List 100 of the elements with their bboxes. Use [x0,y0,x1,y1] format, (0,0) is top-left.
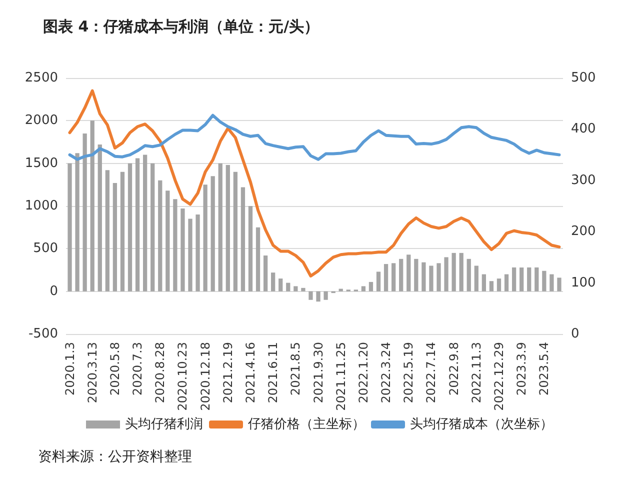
y2-tick-label: 300 [571,172,596,188]
x-tick-label: 2020.8.28 [153,342,168,404]
bar [466,258,471,292]
bar [98,144,102,292]
bar [233,172,238,292]
y-tick-label: 2000 [24,113,58,128]
legend-label: 头均仔猪利润 [125,417,203,432]
line-series [68,114,561,161]
bar [180,208,185,292]
y2-tick-label: 0 [571,326,580,342]
y-tick-label: 500 [33,241,58,256]
y-tick-label: 1500 [24,156,58,171]
y2-tick-label: 200 [571,224,596,240]
x-tick-label: 2021.4.16 [243,342,258,404]
bar [399,258,404,292]
bar [422,262,426,292]
bar [534,267,539,292]
bar [324,291,328,300]
chart-title: 图表 4：仔猪成本与利润（单位：元/头） [43,18,320,36]
x-tick-label: 2020.1.3 [62,342,77,396]
bar [550,274,554,292]
bar [557,278,562,292]
x-tick-label: 2022.1.20 [356,342,370,404]
x-tick-label: 2020.3.13 [85,342,100,404]
bar [218,163,222,292]
bar [240,187,246,292]
bar [376,272,381,292]
x-tick-label: 2021.11.25 [334,342,348,411]
bar [294,286,298,292]
bar [278,278,283,292]
y-tick-label: -500 [28,326,58,342]
y-tick-label: 0 [50,284,58,299]
bar [308,291,313,300]
legend-label: 仔猪价格（主坐标） [248,416,365,432]
bar [444,257,448,292]
bar [248,206,253,292]
bar [542,270,546,292]
bar [196,214,200,292]
x-tick-label: 2021.2.19 [220,342,235,404]
bar [384,264,388,292]
bar [105,170,110,292]
x-tick-label: 2021.9.30 [311,342,326,404]
bar [338,288,343,292]
bar [512,267,516,292]
x-tick-label: 2022.12.29 [492,342,506,411]
bar [316,291,320,302]
bar [68,163,72,292]
bar [414,258,418,292]
bar [150,163,155,292]
legend-label: 头均仔猪成本（次坐标） [410,417,553,432]
bar [452,252,456,292]
y-tick-label: 2500 [24,70,58,86]
bar [482,274,486,292]
bar [504,274,509,292]
x-tick-label: 2022.11.3 [469,342,484,404]
bar [263,255,268,292]
bar [496,278,502,292]
bar [166,190,170,292]
y2-tick-label: 400 [571,122,596,137]
bar [361,286,366,292]
y2-tick-label: 500 [571,70,596,86]
bar [271,272,276,292]
x-tick-label: 2021.8.5 [288,342,303,396]
bar [286,282,290,292]
bar [210,176,215,292]
x-tick-label: 2022.3.24 [379,342,394,404]
bar [527,267,532,292]
bar [301,288,306,292]
bar [173,199,178,292]
x-tick-label: 2020.5.8 [108,342,122,396]
bar [128,163,132,292]
x-tick-label: 2022.9.8 [446,342,461,396]
x-tick-label: 2020.7.3 [130,342,145,396]
bar [90,120,94,292]
bar [203,184,208,292]
x-tick-label: 2020.12.18 [198,342,212,411]
line-series [68,89,561,278]
bar [368,282,374,292]
x-tick-label: 2020.10.23 [176,342,190,411]
bar [489,281,494,292]
bar [391,263,396,292]
bar [120,172,125,292]
bar [226,165,230,292]
bar [135,158,140,292]
x-tick-label: 2022.5.19 [402,342,416,404]
bar [520,267,524,292]
bar [82,133,87,292]
text: 资料来源：公开资料整理 [38,449,192,465]
x-tick-label: 2023.5.4 [537,342,552,396]
bar [75,153,80,292]
x-tick-label: 2023.3.9 [514,342,529,396]
bar [188,218,192,292]
x-tick-label: 2021.6.11 [266,342,280,404]
bar [459,252,464,292]
bar [429,266,434,292]
bar [474,266,478,292]
y2-tick-label: 100 [571,275,596,290]
y-tick-label: 1000 [24,198,58,214]
bar [142,154,148,292]
bar [256,227,260,292]
